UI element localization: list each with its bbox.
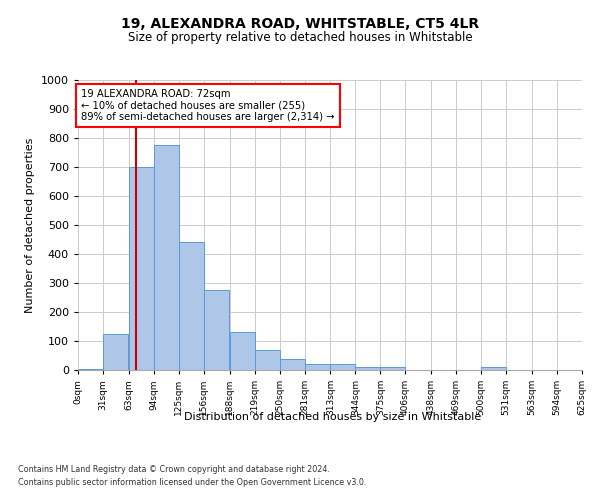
- Text: 19, ALEXANDRA ROAD, WHITSTABLE, CT5 4LR: 19, ALEXANDRA ROAD, WHITSTABLE, CT5 4LR: [121, 18, 479, 32]
- Bar: [280, 359, 305, 370]
- Bar: [154, 145, 179, 370]
- Bar: [204, 290, 229, 370]
- Bar: [305, 364, 329, 370]
- Bar: [254, 350, 280, 370]
- Text: Size of property relative to detached houses in Whitstable: Size of property relative to detached ho…: [128, 31, 472, 44]
- Bar: [179, 242, 204, 370]
- Bar: [103, 334, 128, 370]
- Text: 19 ALEXANDRA ROAD: 72sqm
← 10% of detached houses are smaller (255)
89% of semi-: 19 ALEXANDRA ROAD: 72sqm ← 10% of detach…: [81, 88, 335, 122]
- Bar: [380, 366, 406, 370]
- Text: Distribution of detached houses by size in Whitstable: Distribution of detached houses by size …: [184, 412, 482, 422]
- Y-axis label: Number of detached properties: Number of detached properties: [25, 138, 35, 312]
- Bar: [230, 332, 254, 370]
- Bar: [481, 367, 506, 370]
- Bar: [78, 368, 103, 370]
- Text: Contains public sector information licensed under the Open Government Licence v3: Contains public sector information licen…: [18, 478, 367, 487]
- Bar: [355, 366, 380, 370]
- Bar: [129, 167, 154, 370]
- Bar: [331, 364, 355, 370]
- Text: Contains HM Land Registry data © Crown copyright and database right 2024.: Contains HM Land Registry data © Crown c…: [18, 466, 330, 474]
